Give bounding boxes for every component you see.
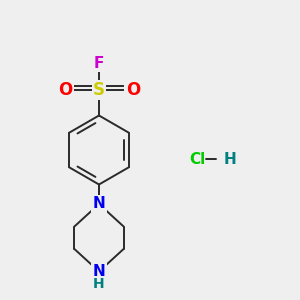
Text: N: N — [93, 196, 105, 211]
Text: S: S — [93, 81, 105, 99]
Text: Cl: Cl — [189, 152, 205, 166]
Text: H: H — [224, 152, 236, 166]
Text: F: F — [94, 56, 104, 71]
Text: O: O — [126, 81, 140, 99]
Text: O: O — [58, 81, 72, 99]
Text: N: N — [93, 264, 105, 279]
Text: H: H — [93, 277, 105, 291]
